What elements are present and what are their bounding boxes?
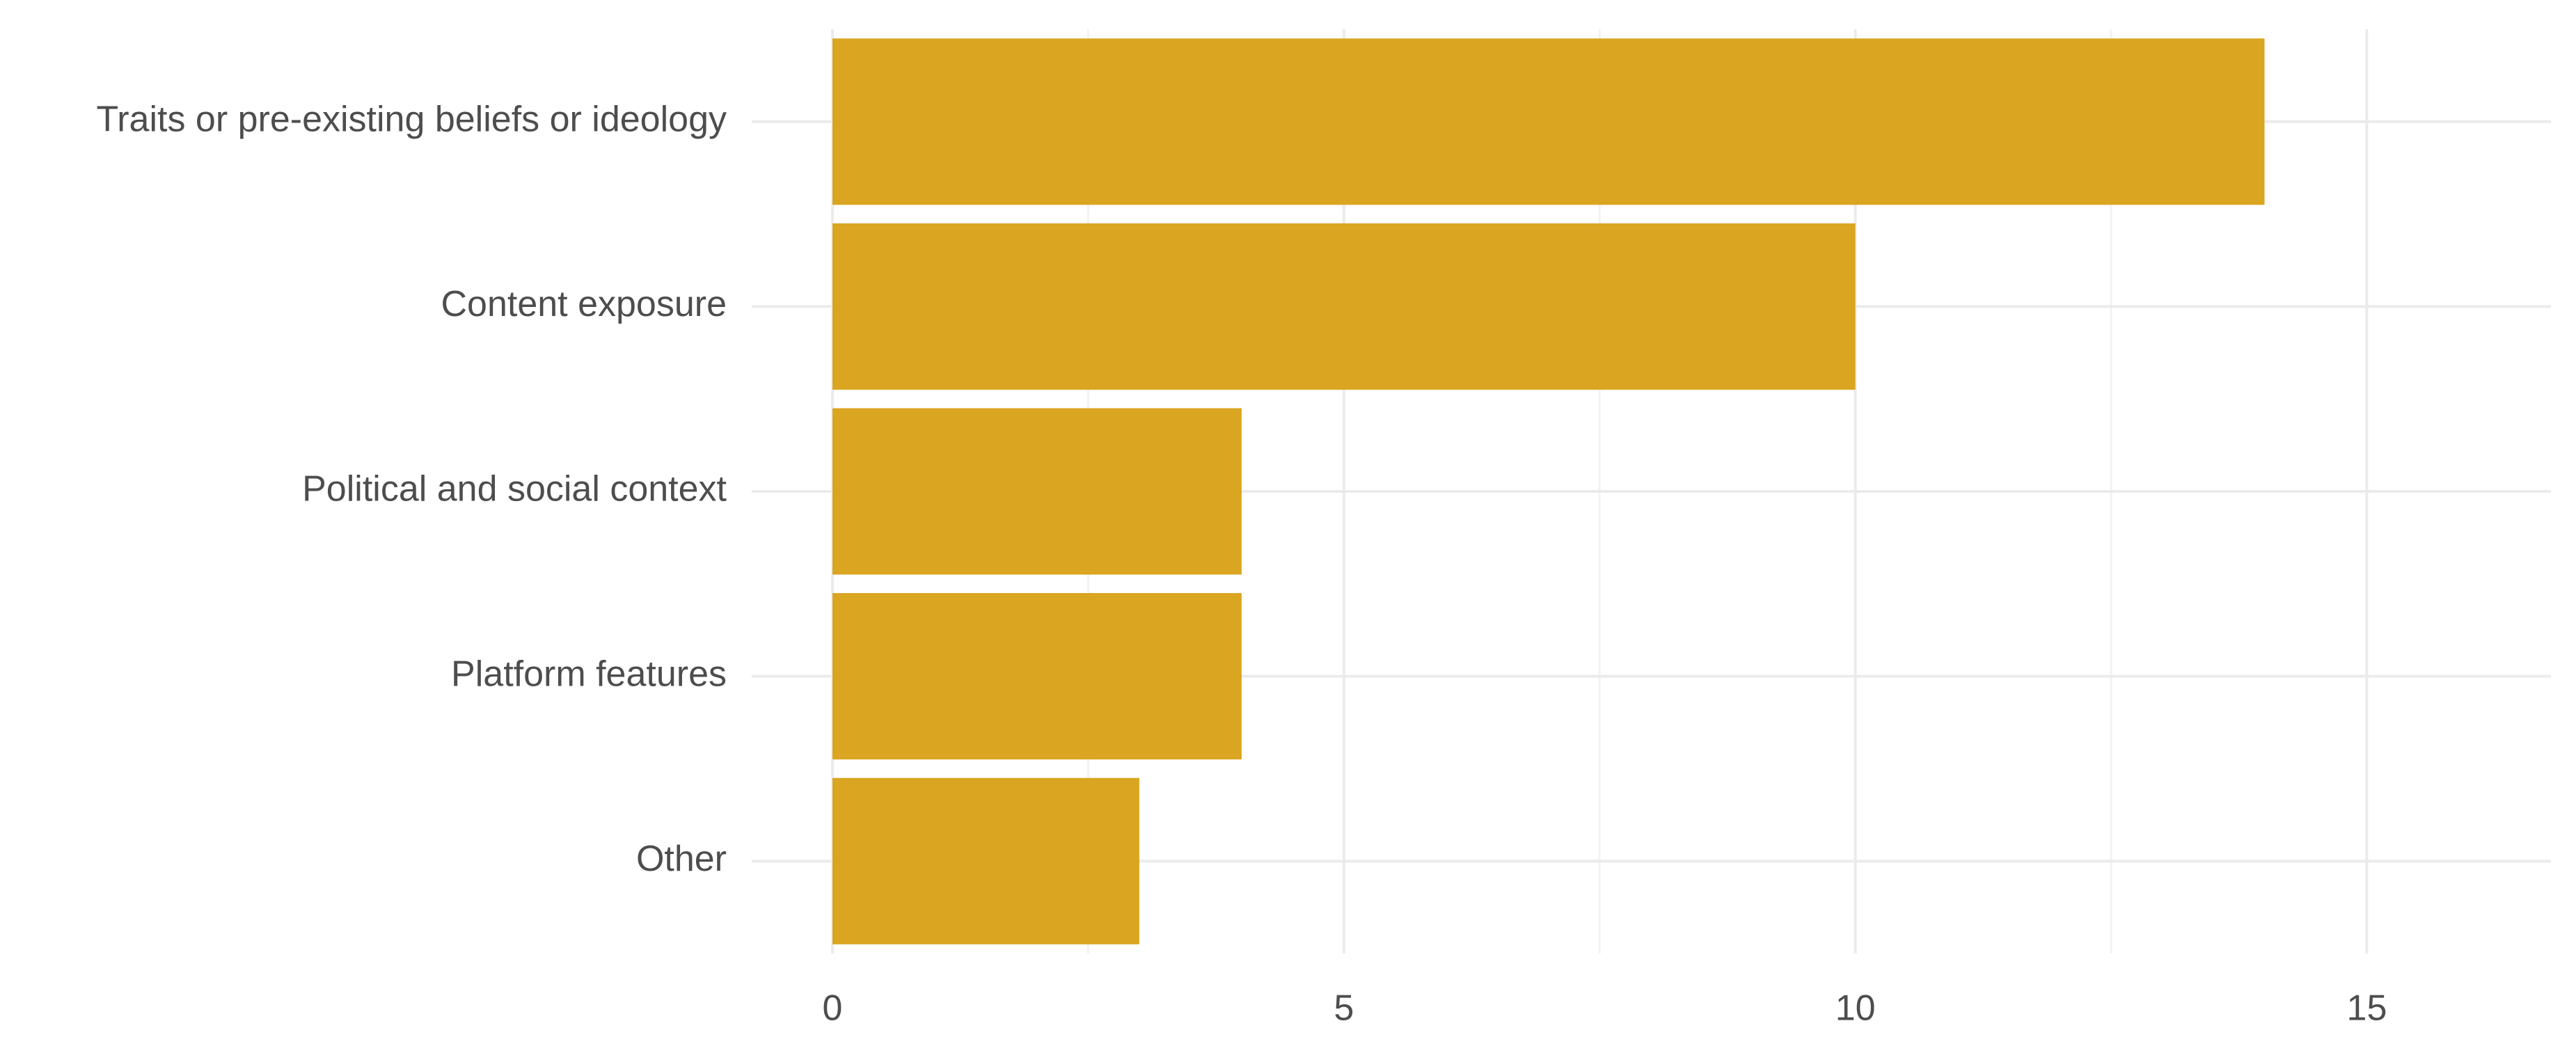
x-tick-label: 5 (1334, 988, 1354, 1029)
y-tick-label: Other (636, 839, 727, 879)
y-tick-label: Traits or pre-existing beliefs or ideolo… (96, 100, 727, 140)
y-tick-label: Political and social context (302, 469, 727, 509)
y-tick-label: Platform features (451, 654, 727, 694)
x-tick-label: 15 (2347, 988, 2387, 1029)
x-tick-label: 10 (1835, 988, 1876, 1029)
x-tick-label: 0 (823, 988, 843, 1029)
bar (832, 38, 2265, 205)
bar (832, 408, 1242, 575)
bar (832, 777, 1139, 945)
y-tick-label: Content exposure (441, 284, 727, 324)
bar (832, 223, 1856, 390)
bar (832, 593, 1242, 760)
